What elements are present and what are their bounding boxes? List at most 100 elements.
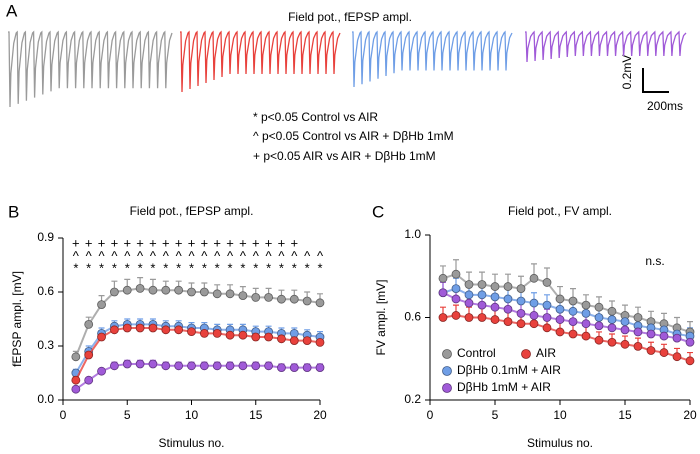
sig-marker: + [188,235,196,250]
marker [581,331,591,341]
sig-marker: + [136,235,144,250]
marker [212,289,222,299]
marker [633,341,643,351]
marker [97,332,106,342]
marker [110,287,119,297]
marker [212,328,222,338]
scale-label: 0.2mV [620,55,634,90]
sig-marker: * [99,260,104,275]
marker [315,363,325,373]
legend-marker [521,349,531,359]
sig-marker: * [292,260,297,275]
marker [148,323,158,333]
marker [302,336,312,346]
annotation: n.s. [645,254,664,268]
marker [529,273,539,283]
marker [490,315,500,324]
sig-marker: ^ [86,248,93,263]
marker [607,315,617,324]
marker [161,325,171,335]
marker [315,298,325,308]
marker [238,291,248,301]
note: * p<0.05 Control vs AIR [253,110,378,124]
y-tick-label: 1.0 [404,227,421,241]
trace [525,30,687,63]
marker [568,306,578,316]
legend-label: DβHb 0.1mM + AIR [457,363,561,377]
legend-label: Control [457,346,496,360]
sig-marker: * [228,260,233,275]
marker [451,311,461,320]
marker [264,292,274,302]
legend-label: DβHb 1mM + AIR [457,380,551,394]
x-tick-label: 5 [124,408,131,422]
x-tick-label: 20 [683,408,697,422]
marker [315,337,325,347]
note: + p<0.05 AIR vs AIR + DβHb 1mM [253,149,436,163]
marker [187,361,196,371]
marker [568,317,578,327]
marker [251,361,261,371]
marker [71,384,81,394]
sig-marker: * [266,260,271,275]
marker [464,290,474,300]
marker [659,348,669,357]
scale-label: 200ms [647,99,683,113]
marker [490,302,500,312]
marker [238,330,248,340]
marker [646,346,656,355]
marker [135,283,145,293]
sig-marker: + [72,235,80,250]
sig-marker: + [213,235,221,250]
marker [199,328,209,338]
sig-marker: ^ [278,248,285,263]
marker [464,280,474,289]
x-tick-label: 10 [553,408,567,422]
marker [529,311,539,320]
marker [277,363,286,373]
marker [464,313,474,322]
sig-marker: * [253,260,258,275]
marker [451,294,461,304]
marker [71,375,81,385]
sig-marker: + [239,235,247,250]
sig-marker: + [149,235,157,250]
marker [490,292,500,302]
sig-marker: + [291,235,299,250]
sig-marker: ^ [188,248,195,263]
marker [672,352,682,362]
marker [594,321,604,331]
marker [438,288,448,298]
sig-marker: * [112,260,117,275]
sig-marker: * [150,260,155,275]
marker [542,300,552,310]
marker [503,294,513,304]
x-tick-label: 5 [492,408,499,422]
marker [529,298,539,308]
sig-marker: * [73,260,78,275]
marker [264,332,274,342]
marker [607,337,617,347]
sig-marker: + [162,235,170,250]
sig-marker: + [175,235,183,250]
marker [516,308,526,318]
y-tick-label: 0.9 [37,230,54,244]
marker [161,361,171,371]
y-tick-label: 0.0 [37,392,54,406]
sig-marker: ^ [111,248,118,263]
marker [542,278,552,287]
marker [97,300,106,310]
sig-marker: * [279,260,284,275]
marker [633,313,643,322]
marker [438,313,448,322]
marker [555,315,565,324]
sig-marker: * [202,260,207,275]
sig-marker: ^ [266,248,273,263]
marker [542,313,552,322]
sig-marker: * [240,260,245,275]
sig-marker: * [176,260,181,275]
marker [555,294,565,304]
y-axis-title: fEPSP ampl. [mV] [10,271,24,367]
sig-marker: + [226,235,234,250]
y-tick-label: 0.6 [404,310,421,324]
